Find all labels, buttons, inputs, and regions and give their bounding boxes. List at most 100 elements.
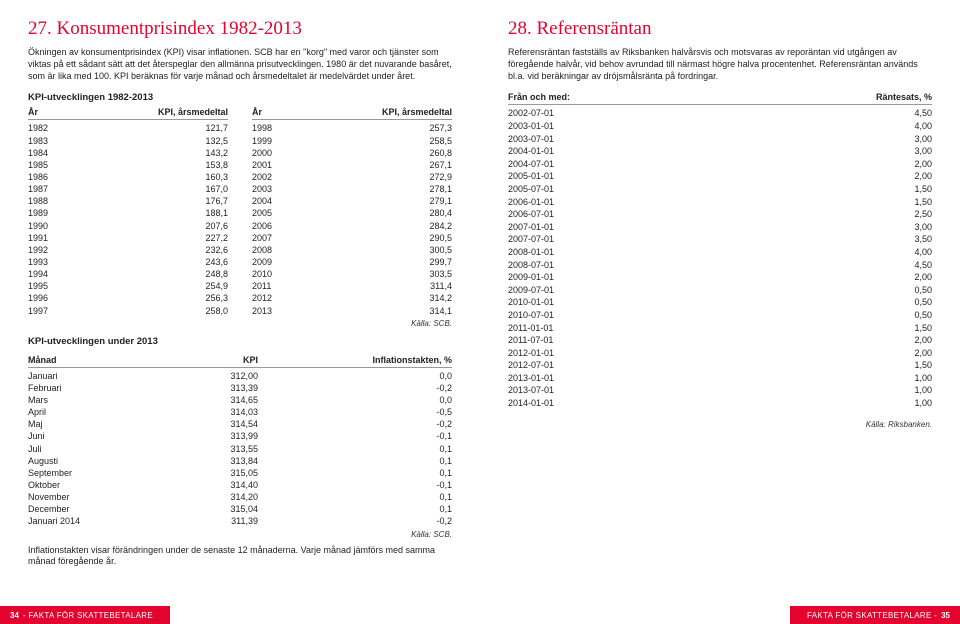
section-27-intro: Ökningen av konsumentprisindex (KPI) vis… <box>28 46 452 82</box>
kpi-year: 1984 <box>28 147 48 159</box>
ref-rate: 2,00 <box>852 334 932 347</box>
kpi-value-header: KPI, årsmedeltal <box>158 107 228 117</box>
kpi-year: 2004 <box>252 195 272 207</box>
ref-date: 2008-01-01 <box>508 246 852 259</box>
month-inflation: 0,0 <box>258 394 452 406</box>
ref-rate: 0,50 <box>852 309 932 322</box>
footer-title: - FAKTA FÖR SKATTEBETALARE <box>23 611 153 620</box>
ref-date: 2014-01-01 <box>508 397 852 410</box>
kpi-subhead: KPI-utvecklingen 1982-2013 <box>28 92 452 103</box>
kpi-value: 258,5 <box>429 135 452 147</box>
kpi-value: 248,8 <box>205 268 228 280</box>
kpi-value: 121,7 <box>205 122 228 134</box>
section-28-title: 28. Referensräntan <box>508 18 932 40</box>
kpi-row: 1990207,6 <box>28 220 228 232</box>
source-scb: Källa: SCB. <box>28 530 452 539</box>
month-inflation: -0,1 <box>258 479 452 491</box>
kpi-value: 280,4 <box>429 207 452 219</box>
ref-row: 2011-07-012,00 <box>508 334 932 347</box>
kpi-col-right: År KPI, årsmedeltal 1998257,31999258,520… <box>252 107 452 327</box>
ref-row: 2008-01-014,00 <box>508 246 932 259</box>
month-name: Februari <box>28 382 148 394</box>
kpi-row: 1982121,7 <box>28 122 228 134</box>
ref-rate-header: Räntesats, % <box>852 92 932 102</box>
kpi-row: 1995254,9 <box>28 280 228 292</box>
kpi-row: 2005280,4 <box>252 207 452 219</box>
month-name: Maj <box>28 418 148 430</box>
footer-title: FAKTA FÖR SKATTEBETALARE - <box>807 611 937 620</box>
source-riksbanken: Källa: Riksbanken. <box>508 420 932 429</box>
kpi-row: 2009299,7 <box>252 256 452 268</box>
month-kpi: 313,99 <box>148 430 258 442</box>
kpi-value: 257,3 <box>429 122 452 134</box>
inflation-note: Inflationstakten visar förändringen unde… <box>28 545 452 568</box>
kpi-row: 2007 290,5 <box>252 232 452 244</box>
page-right: 28. Referensräntan Referensräntan fastst… <box>480 0 960 624</box>
month-name: September <box>28 467 148 479</box>
kpi-value: 256,3 <box>205 292 228 304</box>
kpi-year: 2006 <box>252 220 272 232</box>
section-28-intro: Referensräntan fastställs av Riksbanken … <box>508 46 932 82</box>
kpi-value: 278,1 <box>429 183 452 195</box>
ref-row: 2011-01-011,50 <box>508 322 932 335</box>
page-number: 35 <box>941 611 950 620</box>
kpi-value: 188,1 <box>205 207 228 219</box>
kpi-row: 1989188,1 <box>28 207 228 219</box>
kpi-value: 143,2 <box>205 147 228 159</box>
month-row: Augusti313,840,1 <box>28 455 452 467</box>
month-kpi: 314,65 <box>148 394 258 406</box>
month-row: September315,050,1 <box>28 467 452 479</box>
month-inflation: 0,0 <box>258 370 452 382</box>
month-kpi: 313,39 <box>148 382 258 394</box>
ref-rate: 1,50 <box>852 196 932 209</box>
ref-rate: 3,50 <box>852 233 932 246</box>
kpi-year: 1995 <box>28 280 48 292</box>
kpi-year: 2008 <box>252 244 272 256</box>
kpi-row: 2002272,9 <box>252 171 452 183</box>
kpi-year: 1998 <box>252 122 272 134</box>
kpi-row: 1987167,0 <box>28 183 228 195</box>
month-name: Mars <box>28 394 148 406</box>
month-inflation: -0,2 <box>258 382 452 394</box>
ref-date: 2009-07-01 <box>508 284 852 297</box>
month-name: Juni <box>28 430 148 442</box>
ref-row: 2009-01-012,00 <box>508 271 932 284</box>
kpi-year: 2002 <box>252 171 272 183</box>
month-subhead: KPI-utvecklingen under 2013 <box>28 336 452 347</box>
month-kpi: 312,00 <box>148 370 258 382</box>
kpi-row: 1985153,8 <box>28 159 228 171</box>
ref-rate: 2,00 <box>852 271 932 284</box>
page-left: 27. Konsumentprisindex 1982-2013 Ökninge… <box>0 0 480 624</box>
ref-rate: 2,00 <box>852 347 932 360</box>
kpi-row: 1984 143,2 <box>28 147 228 159</box>
ref-date: 2010-07-01 <box>508 309 852 322</box>
month-kpi: 314,54 <box>148 418 258 430</box>
kpi-row: 2001267,1 <box>252 159 452 171</box>
month-inflation: -0,1 <box>258 430 452 442</box>
ref-date: 2009-01-01 <box>508 271 852 284</box>
section-27-title: 27. Konsumentprisindex 1982-2013 <box>28 18 452 40</box>
ref-date: 2013-01-01 <box>508 372 852 385</box>
ref-date: 2006-07-01 <box>508 208 852 221</box>
month-name: December <box>28 503 148 515</box>
month-name: April <box>28 406 148 418</box>
month-header: Månad <box>28 355 148 365</box>
ref-rate: 2,00 <box>852 170 932 183</box>
ref-row: 2012-01-012,00 <box>508 347 932 360</box>
kpi-value: 290,5 <box>429 232 452 244</box>
ref-date: 2013-07-01 <box>508 384 852 397</box>
ref-rate: 1,00 <box>852 384 932 397</box>
ref-date: 2012-07-01 <box>508 359 852 372</box>
kpi-value: 279,1 <box>429 195 452 207</box>
month-row: Maj314,54-0,2 <box>28 418 452 430</box>
month-inflation: 0,1 <box>258 491 452 503</box>
ref-date-header: Från och med: <box>508 92 852 102</box>
ref-date: 2008-07-01 <box>508 259 852 272</box>
ref-date: 2004-01-01 <box>508 145 852 158</box>
month-inflation: -0,2 <box>258 418 452 430</box>
month-row: April314,03-0,5 <box>28 406 452 418</box>
kpi-year: 2007 <box>252 232 272 244</box>
kpi-value: 314,1 <box>429 305 452 317</box>
kpi-row: 2004 279,1 <box>252 195 452 207</box>
month-name: Oktober <box>28 479 148 491</box>
